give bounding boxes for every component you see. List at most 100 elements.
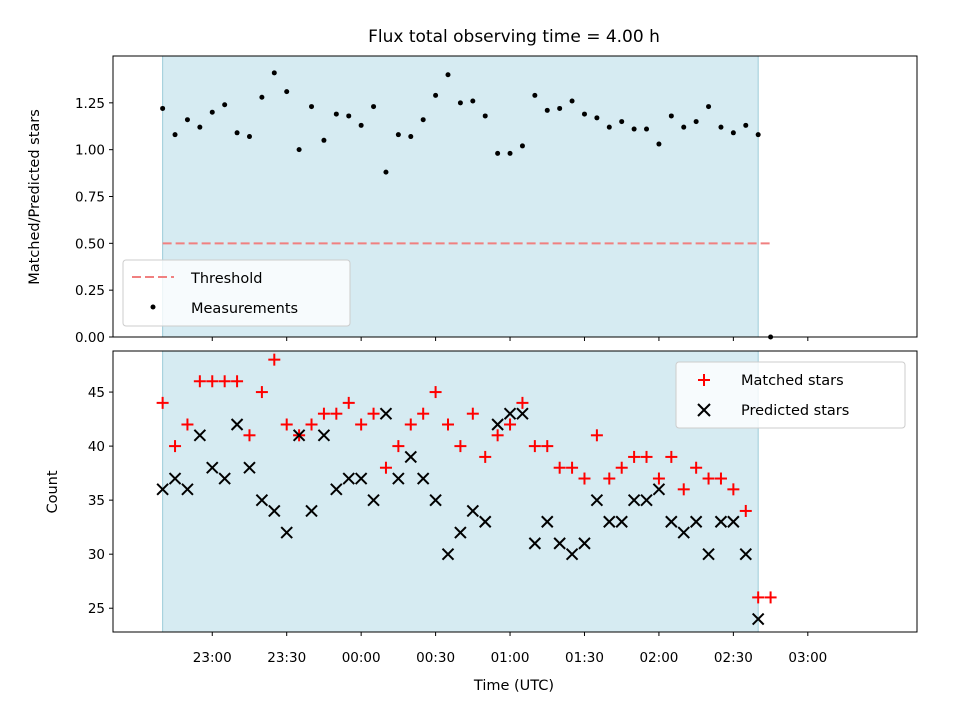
cross-b bbox=[479, 515, 492, 528]
measurement-point bbox=[371, 104, 377, 110]
cross-b bbox=[392, 472, 405, 485]
measurement-point bbox=[631, 126, 637, 132]
matched-star-point bbox=[739, 504, 752, 517]
predicted-star-point bbox=[305, 504, 318, 518]
predicted-star-point bbox=[193, 429, 207, 442]
matched-star-point bbox=[516, 396, 529, 409]
predicted-star-point bbox=[665, 515, 678, 528]
measurement-point bbox=[433, 92, 439, 98]
measurement-point bbox=[557, 105, 563, 111]
top-axes-frame bbox=[112, 55, 918, 338]
matched-star-point bbox=[193, 375, 206, 388]
predicted-star-point bbox=[615, 515, 628, 528]
measurement-point bbox=[445, 72, 451, 78]
predicted-star-point bbox=[727, 515, 740, 528]
matched-star-point bbox=[752, 591, 765, 604]
measurement-point bbox=[383, 169, 389, 175]
predicted-star-point bbox=[292, 429, 306, 442]
matched-star-point bbox=[491, 429, 504, 442]
cross-b bbox=[528, 537, 542, 550]
cross-b bbox=[652, 483, 666, 496]
threshold-legend-label: Threshold bbox=[190, 271, 262, 287]
matched-star-point bbox=[652, 472, 665, 485]
measurement-point bbox=[668, 113, 674, 119]
matched-star-point bbox=[218, 375, 231, 388]
predicted-stars-points bbox=[156, 407, 765, 626]
cross-b bbox=[714, 515, 728, 528]
measurement-point bbox=[259, 94, 265, 100]
cross-b bbox=[429, 493, 442, 507]
x-tick-label: 00:00 bbox=[342, 650, 381, 666]
bottom-y-ticks: 25 30 35 40 45 bbox=[88, 385, 113, 617]
matched-star-point bbox=[280, 418, 293, 431]
y-tick-label: 1.00 bbox=[75, 143, 105, 159]
top-y-ticks: 0.00 0.25 0.50 0.75 1.00 1.25 bbox=[75, 96, 113, 346]
cross-b bbox=[354, 472, 368, 485]
measurement-point bbox=[395, 132, 401, 138]
matched-star-point bbox=[578, 472, 591, 485]
matched-star-point bbox=[665, 450, 678, 463]
cross-b bbox=[317, 429, 331, 442]
measurement-point bbox=[693, 119, 699, 125]
measurement-point bbox=[644, 126, 650, 132]
cross-b bbox=[168, 472, 182, 485]
measurement-point bbox=[234, 130, 240, 136]
predicted-star-point bbox=[553, 537, 566, 550]
predicted-star-point bbox=[702, 547, 715, 561]
cross-b bbox=[181, 483, 194, 496]
top-legend: Threshold Measurements bbox=[122, 259, 351, 327]
cross-b bbox=[342, 472, 355, 485]
measurement-point bbox=[222, 102, 228, 108]
cross-b bbox=[516, 407, 529, 420]
measurement-point bbox=[619, 119, 625, 125]
measurement-point bbox=[495, 150, 501, 156]
cross-b bbox=[404, 450, 417, 464]
matched-star-point bbox=[255, 386, 268, 399]
measurement-point bbox=[184, 117, 190, 123]
matched-star-point bbox=[417, 407, 430, 420]
measurement-point bbox=[507, 150, 513, 156]
matched-star-point bbox=[367, 407, 380, 420]
predicted-star-point bbox=[627, 493, 641, 507]
matched-star-point bbox=[429, 386, 442, 399]
cross-b bbox=[603, 515, 616, 528]
cross-b bbox=[305, 504, 318, 518]
predicted-legend-swatch bbox=[697, 403, 711, 417]
predicted-star-point bbox=[379, 407, 393, 420]
bottom-x-ticks: 23:00 23:30 00:00 00:30 01:00 01:30 02:00 02:30… bbox=[193, 632, 827, 666]
y-tick-label: 35 bbox=[88, 493, 105, 509]
predicted-star-point bbox=[466, 504, 480, 518]
matched-star-point bbox=[566, 461, 579, 474]
matched-star-point bbox=[342, 396, 355, 409]
measurement-point bbox=[755, 132, 761, 138]
matched-star-point bbox=[305, 418, 318, 431]
predicted-legend-label: Predicted stars bbox=[741, 403, 849, 419]
matched-legend-label: Matched stars bbox=[741, 373, 844, 389]
predicted-star-point bbox=[441, 547, 455, 561]
measurement-point bbox=[408, 134, 414, 140]
cross-b bbox=[491, 418, 504, 431]
predicted-star-point bbox=[603, 515, 616, 528]
predicted-star-point bbox=[578, 537, 591, 550]
bottom-legend-box bbox=[675, 361, 906, 429]
predicted-star-point bbox=[429, 493, 442, 507]
measurement-point bbox=[271, 70, 277, 76]
cross-b bbox=[255, 493, 269, 507]
predicted-star-point bbox=[714, 515, 728, 528]
predicted-star-point bbox=[640, 493, 653, 507]
predicted-star-point bbox=[416, 472, 430, 485]
cross-b bbox=[503, 407, 517, 420]
matched-star-point bbox=[603, 472, 616, 485]
measurement-point bbox=[544, 107, 550, 113]
matched-star-point bbox=[640, 450, 653, 463]
y-tick-label: 30 bbox=[88, 547, 105, 563]
matched-star-point bbox=[541, 440, 554, 453]
measurement-point bbox=[346, 113, 352, 119]
cross-b bbox=[280, 526, 293, 539]
cross-b bbox=[230, 418, 244, 431]
matched-star-point bbox=[392, 440, 405, 453]
predicted-star-point bbox=[454, 526, 467, 539]
predicted-star-point bbox=[168, 472, 182, 485]
measurement-point bbox=[197, 124, 203, 130]
matched-stars-points bbox=[156, 353, 777, 604]
